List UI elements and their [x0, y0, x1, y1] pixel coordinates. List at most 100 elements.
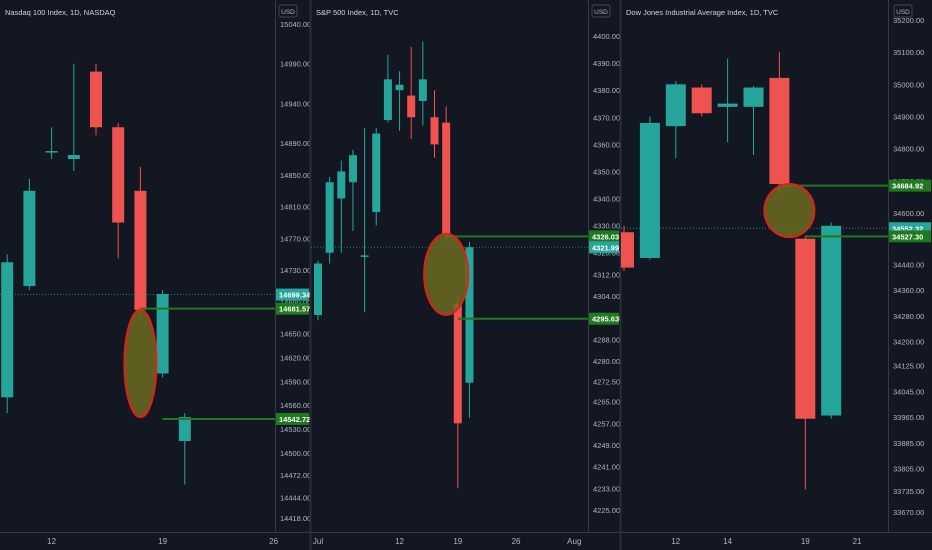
- candle[interactable]: [360, 128, 369, 313]
- y-tick-label: 14530.00: [280, 425, 311, 434]
- candle[interactable]: [639, 116, 660, 260]
- y-tick-label: 4330.00: [593, 222, 620, 231]
- chart-pane-2: S&P 500 Index, 1D, TVC USD 4400.00 4390.00 4…: [309, 0, 620, 550]
- y-tick-label: 4272.50: [593, 377, 620, 386]
- y-tick-label: 14418.00: [280, 514, 311, 523]
- candle[interactable]: [743, 85, 764, 156]
- candle[interactable]: [156, 290, 169, 378]
- candle-body: [717, 103, 738, 107]
- candle[interactable]: [23, 178, 36, 291]
- candle[interactable]: [67, 63, 80, 171]
- y-tick-label: 34800.00: [893, 145, 924, 154]
- candle[interactable]: [337, 160, 346, 253]
- candle-body: [178, 417, 191, 441]
- currency-badge[interactable]: [893, 4, 913, 18]
- candle-body: [465, 247, 474, 383]
- candle[interactable]: [407, 46, 416, 139]
- y-tick-label: 14444.00: [280, 493, 311, 502]
- candle[interactable]: [465, 241, 474, 418]
- y-tick-label: 34900.00: [893, 112, 924, 121]
- y-tick-label: 35100.00: [893, 48, 924, 57]
- candle-body: [1, 262, 14, 398]
- y-tick-label: 33805.00: [893, 465, 924, 474]
- candle[interactable]: [348, 149, 357, 232]
- x-tick-label: 12: [47, 537, 56, 546]
- y-tick-label: 4280.00: [593, 357, 620, 366]
- candle-body: [337, 171, 346, 199]
- ellipse-annotation[interactable]: [123, 308, 158, 419]
- candle[interactable]: [314, 260, 322, 321]
- plot-area: [311, 41, 588, 489]
- candle[interactable]: [1, 254, 14, 414]
- price-label-box: [589, 312, 619, 325]
- candle[interactable]: [665, 81, 686, 159]
- candle[interactable]: [383, 54, 392, 123]
- candle-body: [360, 255, 369, 257]
- candle[interactable]: [418, 41, 427, 126]
- y-tick-label: 14770.00: [280, 234, 311, 243]
- pane-title: Dow Jones Industrial Average Index, 1D, …: [626, 8, 779, 17]
- price-label: 34527.30: [892, 232, 923, 241]
- candle[interactable]: [112, 123, 125, 259]
- x-tick-label: 21: [853, 537, 862, 546]
- y-tick-label: 15040.00: [280, 20, 311, 29]
- y-tick-label: 14560.00: [280, 401, 311, 410]
- candle-body: [90, 71, 102, 128]
- y-tick-label: 14810.00: [280, 203, 311, 212]
- candle[interactable]: [134, 166, 147, 318]
- y-tick-label: 34440.00: [893, 260, 924, 269]
- price-label: 4295.63: [592, 315, 619, 324]
- candle[interactable]: [430, 90, 439, 158]
- candle[interactable]: [395, 71, 404, 131]
- x-tick-label: Jul: [313, 537, 323, 546]
- y-tick-label: 4400.00: [593, 32, 620, 41]
- candle[interactable]: [795, 235, 816, 490]
- y-tick-label: 34200.00: [893, 338, 924, 347]
- y-tick-label: 4390.00: [593, 59, 620, 68]
- candle[interactable]: [614, 225, 634, 271]
- y-tick-label: 4225.00: [593, 506, 620, 515]
- y-tick-label: 33965.00: [893, 413, 924, 422]
- candle-body: [442, 122, 451, 234]
- y-tick-label: 33670.00: [893, 508, 924, 517]
- candle[interactable]: [90, 63, 102, 136]
- currency-label: USD: [281, 9, 295, 16]
- candle-body: [769, 77, 790, 184]
- price-label: 14699.34: [279, 291, 311, 300]
- y-tick-label: 14650.00: [280, 330, 311, 339]
- currency-badge[interactable]: [591, 4, 611, 18]
- candle[interactable]: [717, 58, 738, 143]
- candle-body: [407, 95, 416, 118]
- candle[interactable]: [821, 222, 842, 419]
- candle[interactable]: [45, 127, 58, 160]
- y-tick-label: 4257.00: [593, 419, 620, 428]
- ellipse-annotation[interactable]: [763, 183, 816, 239]
- y-tick-label: 14990.00: [280, 60, 311, 69]
- y-tick-label: 35000.00: [893, 80, 924, 89]
- candle[interactable]: [442, 106, 451, 240]
- candle-body: [395, 84, 404, 91]
- candle[interactable]: [372, 128, 381, 226]
- candle-body: [639, 122, 660, 258]
- y-tick-label: 14730.00: [280, 266, 311, 275]
- y-tick-label: 14890.00: [280, 139, 311, 148]
- ellipse-annotation[interactable]: [423, 232, 470, 316]
- candle[interactable]: [453, 296, 462, 489]
- y-tick-label: 33885.00: [893, 439, 924, 448]
- candle[interactable]: [178, 413, 191, 485]
- y-tick-label: 14500.00: [280, 449, 311, 458]
- candle-body: [743, 87, 764, 107]
- candle[interactable]: [769, 52, 790, 194]
- candle-body: [156, 294, 169, 374]
- price-label: 14542.72: [279, 415, 310, 424]
- y-tick-label: 34045.00: [893, 387, 924, 396]
- price-label-box: [276, 412, 309, 425]
- y-tick-label: 14850.00: [280, 171, 311, 180]
- currency-badge[interactable]: [278, 4, 298, 18]
- candle[interactable]: [325, 176, 334, 264]
- x-tick-label: Aug: [567, 537, 581, 546]
- candle[interactable]: [691, 84, 712, 117]
- y-tick-label: 34125.00: [893, 362, 924, 371]
- candle-body: [112, 127, 125, 223]
